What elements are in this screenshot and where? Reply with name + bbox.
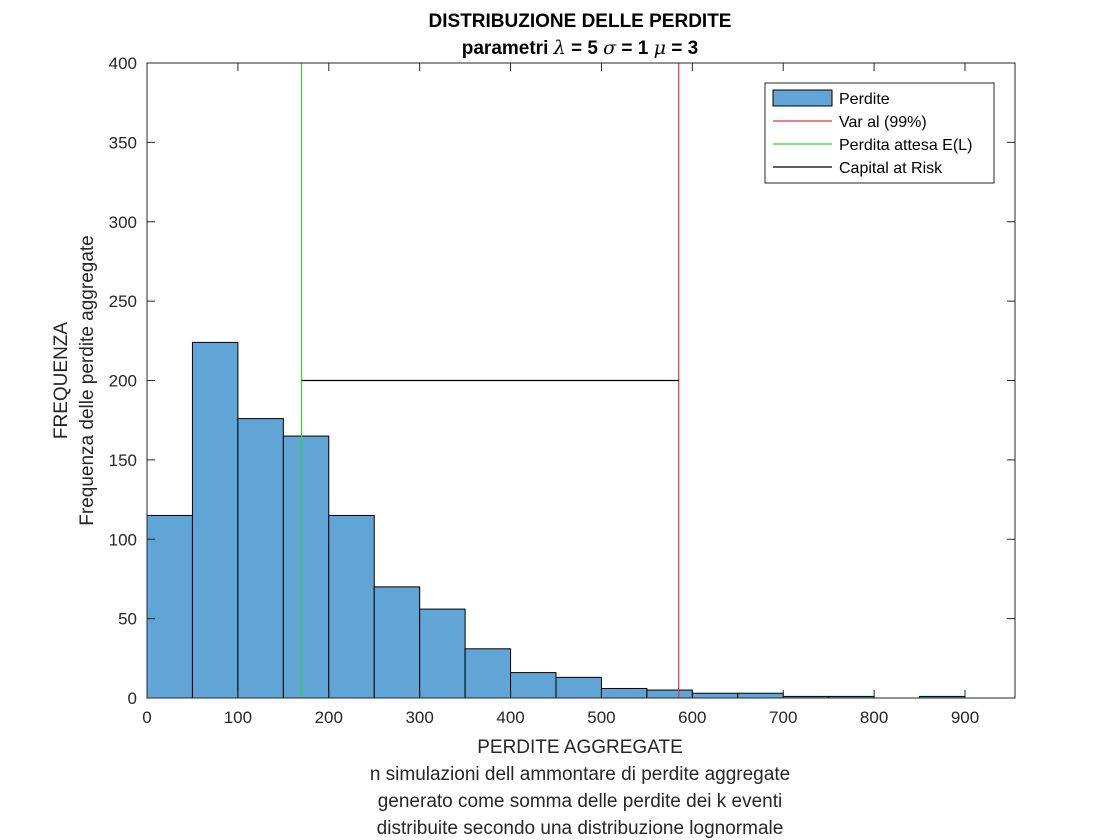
x-axis-sublabel: generato come somma delle perdite dei k … bbox=[378, 791, 783, 812]
subtitle-param-symbol: μ bbox=[654, 37, 666, 59]
y-axis-label: FREQUENZA bbox=[51, 322, 72, 440]
subtitle-param-value: = 1 bbox=[616, 38, 654, 59]
subtitle-param-symbol: λ bbox=[553, 37, 566, 59]
histogram-bar bbox=[691, 692, 739, 699]
x-axis-sublabel: n simulazioni dell ammontare di perdite … bbox=[370, 764, 790, 785]
histogram-bar bbox=[373, 586, 421, 699]
x-tick-label: 900 bbox=[951, 708, 979, 727]
y-tick-label: 50 bbox=[118, 610, 137, 629]
x-tick-label: 800 bbox=[860, 708, 888, 727]
x-tick-label: 0 bbox=[142, 708, 151, 727]
subtitle-param-value: = 5 bbox=[566, 38, 604, 59]
y-tick-label: 0 bbox=[128, 689, 137, 708]
y-tick-label: 350 bbox=[109, 133, 137, 152]
x-tick-label: 400 bbox=[496, 708, 524, 727]
y-tick-label: 200 bbox=[109, 372, 137, 391]
x-tick-label: 100 bbox=[224, 708, 252, 727]
x-tick-label: 200 bbox=[315, 708, 343, 727]
legend: Perdite Var al (99%) Perdita attesa E(L) Ca… bbox=[764, 82, 995, 184]
x-axis-sublabel: distribuite secondo una distribuzione lo… bbox=[377, 818, 784, 839]
histogram-bar bbox=[555, 676, 602, 699]
y-axis-label: Frequenza delle perdite aggregate bbox=[77, 235, 98, 525]
histogram-bar bbox=[464, 648, 512, 699]
y-tick-label: 250 bbox=[109, 292, 137, 311]
chart-subtitle: parametri λ = 5 σ = 1 μ = 3 bbox=[462, 37, 699, 59]
legend-label: Var al (99%) bbox=[839, 114, 927, 131]
histogram-bar bbox=[146, 514, 193, 699]
histogram-bar bbox=[600, 687, 648, 699]
chart-title: DISTRIBUZIONE DELLE PERDITE bbox=[429, 11, 732, 32]
histogram-bar bbox=[646, 689, 693, 699]
legend-label: Capital at Risk bbox=[839, 160, 943, 177]
subtitle-param-value: = 3 bbox=[666, 38, 698, 59]
axes-group: 0 100 200 300 400 500 600 700 800 900 0 50 100 150 200… bbox=[109, 54, 1016, 727]
histogram-bar bbox=[510, 672, 557, 699]
bars-group bbox=[146, 341, 966, 699]
reference-lines-group bbox=[300, 63, 680, 698]
histogram-bar bbox=[737, 692, 784, 699]
x-axis-label: PERDITE AGGREGATE bbox=[477, 737, 683, 758]
y-tick-label: 300 bbox=[109, 213, 137, 232]
histogram-bar bbox=[328, 514, 375, 699]
histogram-bar bbox=[237, 418, 284, 699]
histogram-bar bbox=[191, 341, 239, 699]
y-tick-label: 150 bbox=[109, 451, 137, 470]
y-tick-label: 100 bbox=[109, 530, 137, 549]
x-tick-label: 300 bbox=[405, 708, 433, 727]
histogram-bar bbox=[282, 435, 330, 699]
subtitle-param-symbol: σ bbox=[603, 37, 617, 59]
subtitle-prefix: parametri bbox=[462, 38, 554, 59]
histogram-bar bbox=[419, 608, 466, 699]
x-tick-label: 700 bbox=[769, 708, 797, 727]
legend-label: Perdita attesa E(L) bbox=[839, 137, 972, 154]
x-tick-label: 500 bbox=[587, 708, 615, 727]
x-tick-label: 600 bbox=[678, 708, 706, 727]
legend-label: Perdite bbox=[839, 91, 890, 108]
y-tick-label: 400 bbox=[109, 54, 137, 73]
legend-swatch bbox=[772, 89, 833, 107]
axis-labels-group: PERDITE AGGREGATE n simulazioni dell ammo… bbox=[51, 235, 790, 839]
